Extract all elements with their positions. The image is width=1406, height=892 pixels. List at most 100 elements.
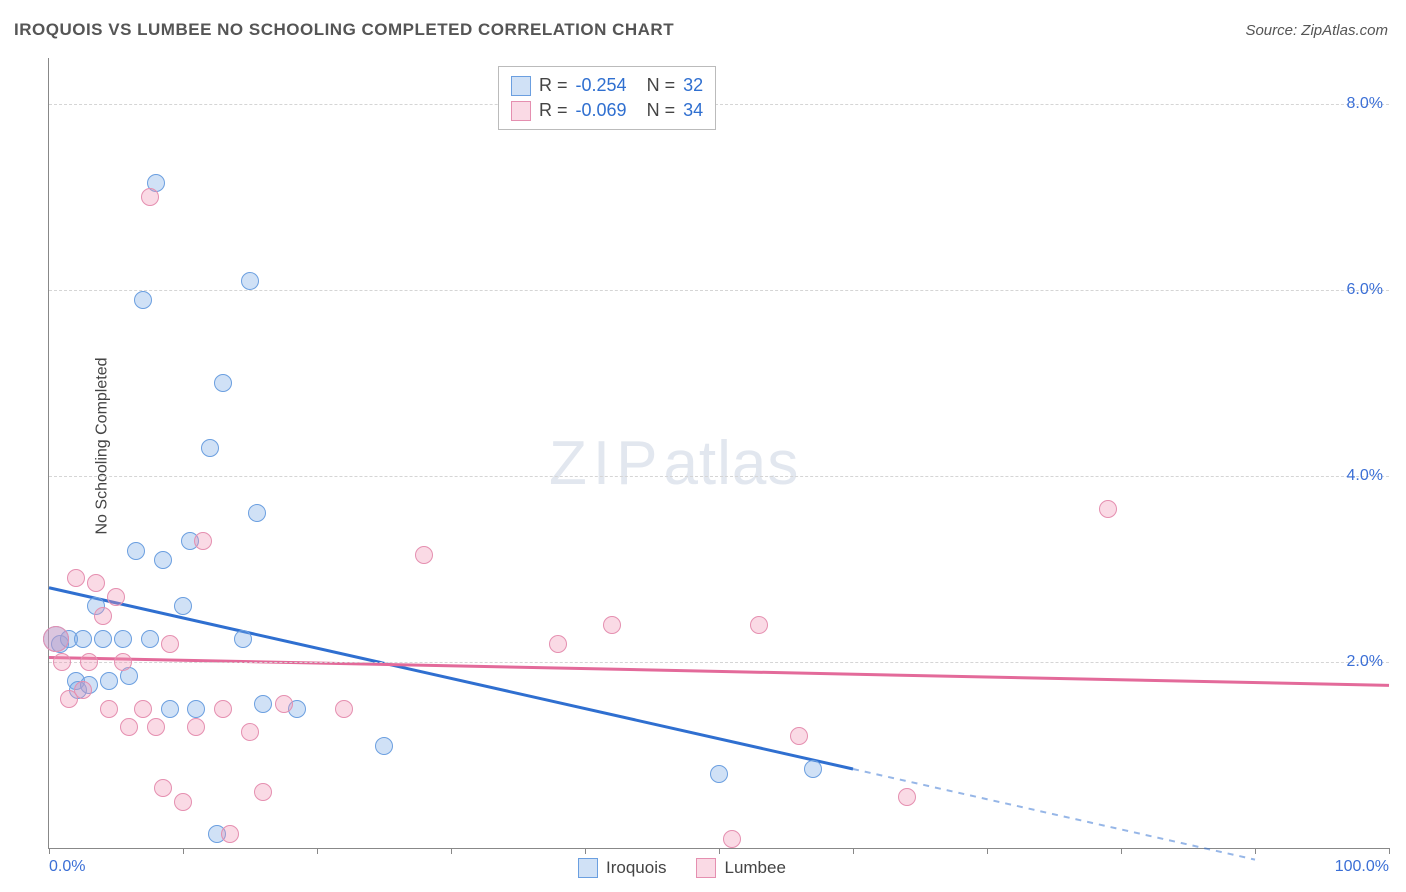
x-tick xyxy=(49,848,50,854)
legend-item: Lumbee xyxy=(696,858,785,878)
n-value: 34 xyxy=(683,100,703,121)
data-point xyxy=(603,616,621,634)
x-tick xyxy=(585,848,586,854)
data-point xyxy=(127,542,145,560)
data-point xyxy=(94,630,112,648)
legend-swatch xyxy=(696,858,716,878)
r-label: R = xyxy=(539,75,568,96)
gridline xyxy=(49,104,1389,105)
watermark: ZIPatlas xyxy=(549,428,799,499)
y-tick-label: 4.0% xyxy=(1347,467,1383,485)
r-value: -0.069 xyxy=(576,100,627,121)
data-point xyxy=(710,765,728,783)
data-point xyxy=(120,718,138,736)
data-point xyxy=(375,737,393,755)
data-point xyxy=(790,727,808,745)
n-label: N = xyxy=(647,100,676,121)
data-point xyxy=(254,783,272,801)
data-point xyxy=(74,630,92,648)
x-tick xyxy=(183,848,184,854)
watermark-zip: ZIP xyxy=(549,429,663,498)
data-point xyxy=(161,635,179,653)
data-point xyxy=(201,439,219,457)
data-point xyxy=(53,653,71,671)
legend-item: Iroquois xyxy=(578,858,666,878)
data-point xyxy=(174,793,192,811)
data-point xyxy=(248,504,266,522)
data-point xyxy=(898,788,916,806)
data-point xyxy=(549,635,567,653)
data-point xyxy=(187,718,205,736)
x-tick xyxy=(451,848,452,854)
legend-swatch xyxy=(511,101,531,121)
data-point xyxy=(74,681,92,699)
data-point xyxy=(804,760,822,778)
data-point xyxy=(147,718,165,736)
gridline xyxy=(49,290,1389,291)
source-label: Source: ZipAtlas.com xyxy=(1245,22,1388,39)
data-point xyxy=(214,374,232,392)
x-max-label: 100.0% xyxy=(1335,858,1389,876)
data-point xyxy=(80,653,98,671)
gridline xyxy=(49,476,1389,477)
x-tick xyxy=(853,848,854,854)
data-point xyxy=(141,188,159,206)
data-point xyxy=(87,574,105,592)
legend-label: Lumbee xyxy=(724,858,785,878)
legend-stats: R = -0.254 N = 32 R = -0.069 N = 34 xyxy=(498,66,716,130)
data-point xyxy=(141,630,159,648)
legend-label: Iroquois xyxy=(606,858,666,878)
data-point xyxy=(214,700,232,718)
r-label: R = xyxy=(539,100,568,121)
data-point xyxy=(100,700,118,718)
legend-swatch xyxy=(511,76,531,96)
x-tick xyxy=(987,848,988,854)
x-tick xyxy=(317,848,318,854)
data-point xyxy=(94,607,112,625)
scatter-plot: ZIPatlas 2.0%4.0%6.0%8.0%0.0%100.0% xyxy=(48,58,1389,849)
data-point xyxy=(187,700,205,718)
data-point xyxy=(241,723,259,741)
x-tick xyxy=(1255,848,1256,854)
data-point xyxy=(107,588,125,606)
watermark-atlas: atlas xyxy=(663,429,799,498)
data-point xyxy=(43,626,69,652)
data-point xyxy=(67,569,85,587)
data-point xyxy=(723,830,741,848)
legend-series: Iroquois Lumbee xyxy=(578,858,786,878)
chart-title: IROQUOIS VS LUMBEE NO SCHOOLING COMPLETE… xyxy=(14,20,674,40)
data-point xyxy=(174,597,192,615)
data-point xyxy=(750,616,768,634)
x-tick xyxy=(1389,848,1390,854)
x-min-label: 0.0% xyxy=(49,858,85,876)
x-tick xyxy=(1121,848,1122,854)
gridline xyxy=(49,662,1389,663)
data-point xyxy=(241,272,259,290)
data-point xyxy=(221,825,239,843)
legend-stat-row: R = -0.254 N = 32 xyxy=(511,73,703,98)
data-point xyxy=(234,630,252,648)
data-point xyxy=(134,291,152,309)
data-point xyxy=(161,700,179,718)
n-value: 32 xyxy=(683,75,703,96)
data-point xyxy=(154,551,172,569)
n-label: N = xyxy=(647,75,676,96)
y-tick-label: 2.0% xyxy=(1347,653,1383,671)
data-point xyxy=(194,532,212,550)
data-point xyxy=(134,700,152,718)
y-tick-label: 6.0% xyxy=(1347,281,1383,299)
legend-stat-row: R = -0.069 N = 34 xyxy=(511,98,703,123)
data-point xyxy=(100,672,118,690)
data-point xyxy=(114,630,132,648)
y-tick-label: 8.0% xyxy=(1347,95,1383,113)
data-point xyxy=(154,779,172,797)
data-point xyxy=(114,653,132,671)
legend-swatch xyxy=(578,858,598,878)
data-point xyxy=(1099,500,1117,518)
data-point xyxy=(415,546,433,564)
data-point xyxy=(335,700,353,718)
data-point xyxy=(254,695,272,713)
r-value: -0.254 xyxy=(576,75,627,96)
data-point xyxy=(275,695,293,713)
x-tick xyxy=(719,848,720,854)
